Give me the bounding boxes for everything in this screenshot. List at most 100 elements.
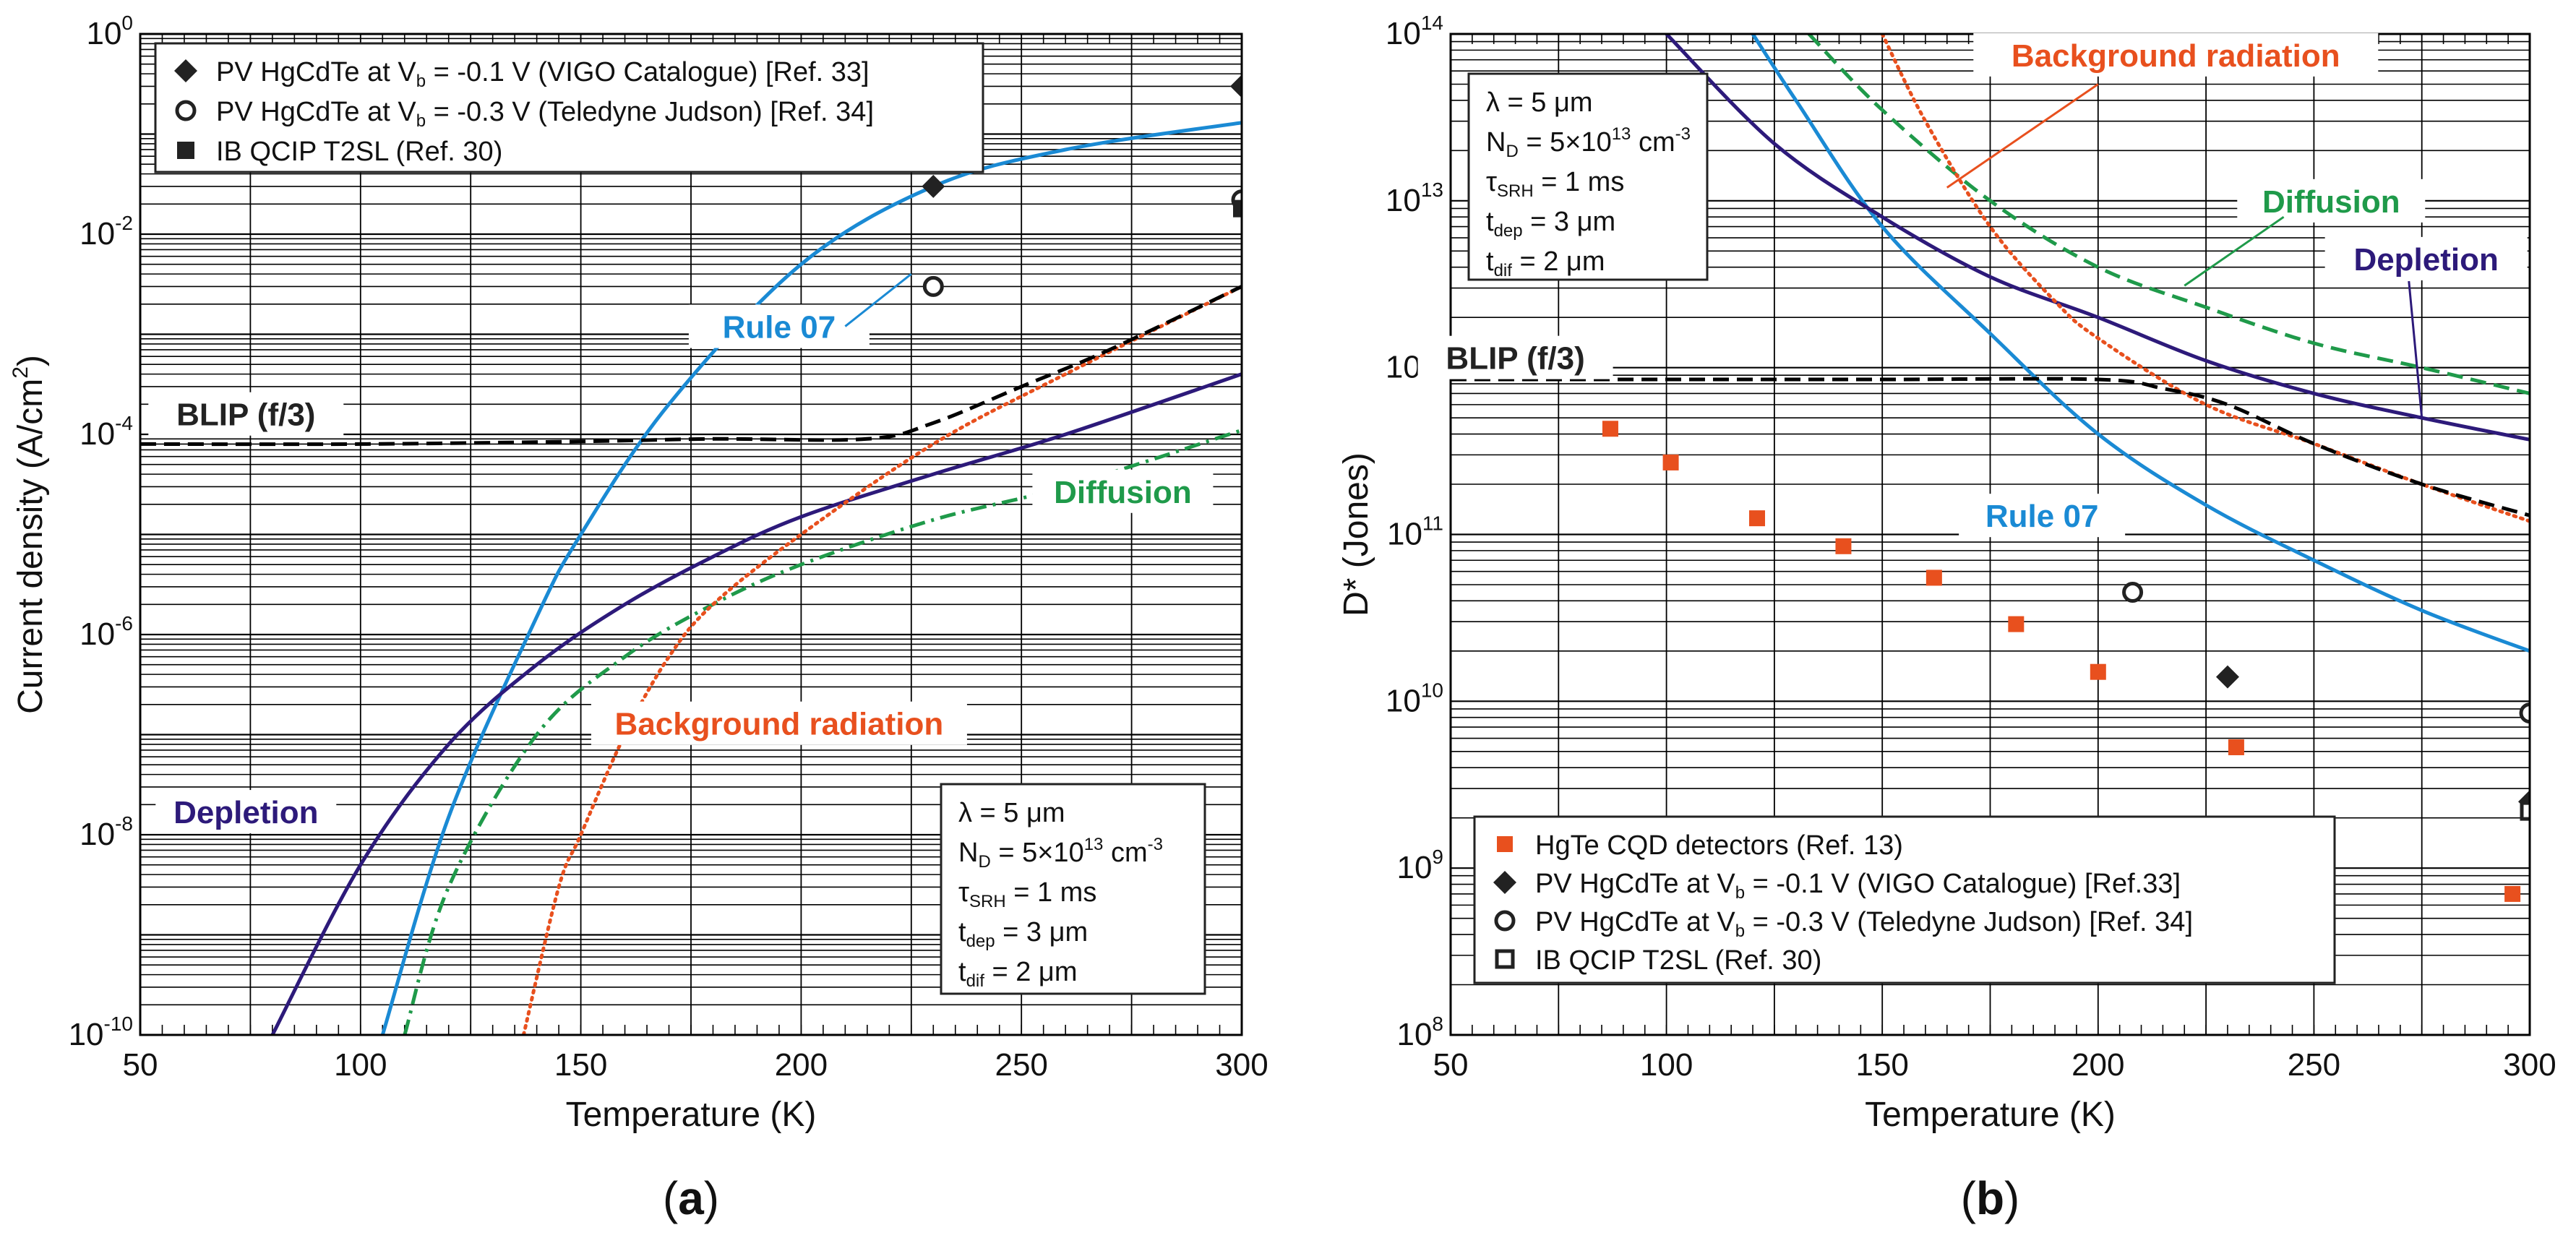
parameters-box: λ = 5 μm ND = 5×1013 cm-3 τSRH = 1 ms tdep … xyxy=(940,783,1206,995)
x-tick-label: 250 xyxy=(995,1047,1047,1083)
legend-marker-square-open xyxy=(1495,949,1515,969)
data-point-diamond xyxy=(1230,74,1242,98)
series-line-blip-f-3 xyxy=(140,285,1242,447)
series-line-blip-f-3 xyxy=(1451,377,2530,517)
parameter-line: ND = 5×1013 cm-3 xyxy=(958,835,1163,872)
legend-marker-circle xyxy=(175,100,197,121)
series-line-rule-07 xyxy=(1751,34,2530,653)
data-point-circle xyxy=(2122,582,2144,603)
points-group xyxy=(922,74,1242,297)
series-line-rule-07 xyxy=(380,121,1242,1035)
curve-label-bg xyxy=(591,701,967,745)
y-tick-label: 109 xyxy=(1396,846,1443,885)
curve-label-bg xyxy=(2324,236,2528,280)
x-tick-label: 100 xyxy=(1640,1047,1693,1083)
parameter-line: tdif = 2 μm xyxy=(958,957,1077,991)
y-tick-label: 1014 xyxy=(1386,12,1443,51)
parameter-line: tdif = 2 μm xyxy=(1486,246,1605,280)
y-axis-label: Current density (A/cm2) xyxy=(9,355,50,714)
x-axis-label: Temperature (K) xyxy=(566,1096,817,1134)
parameter-line: τSRH = 1 ms xyxy=(1486,167,1624,201)
curve-label: BLIP (f/3) xyxy=(1446,341,1584,377)
series-line-diffusion xyxy=(1807,34,2530,395)
x-tick-label: 50 xyxy=(123,1047,158,1083)
data-point-square-orange xyxy=(1662,454,1679,470)
legend-label: PV HgCdTe at Vb = -0.1 V (VIGO Catalogue… xyxy=(1535,869,2181,903)
legend-label: IB QCIP T2SL (Ref. 30) xyxy=(216,137,502,167)
legend-box xyxy=(1473,815,2336,984)
x-tick-label: 300 xyxy=(1215,1047,1268,1083)
legend-marker-circle xyxy=(1494,910,1516,932)
parameters-frame xyxy=(1467,72,1709,281)
legend-marker-diamond xyxy=(1493,871,1516,894)
y-tick-label: 1013 xyxy=(1386,179,1443,218)
data-point-square-orange xyxy=(2228,739,2244,755)
data-point-square-open xyxy=(2520,801,2530,821)
curve-label: Rule 07 xyxy=(723,310,836,345)
points-group xyxy=(1602,421,2530,902)
y-tick-label: 10-4 xyxy=(80,412,133,452)
curve-label-bg xyxy=(1032,469,1214,513)
legend-marker-square-orange xyxy=(1497,836,1513,852)
curve-label: Background radiation xyxy=(615,707,944,742)
legend-marker-square-filled xyxy=(177,142,194,159)
curve-label: Diffusion xyxy=(1054,475,1192,510)
x-axis-label: Temperature (K) xyxy=(1865,1096,2116,1134)
plot-frame xyxy=(139,33,1243,1036)
y-tick-label: 1011 xyxy=(1387,512,1443,552)
y-tick-label: 10-10 xyxy=(69,1013,133,1052)
x-tick-label: 250 xyxy=(2288,1047,2340,1083)
chart-panel-b: 5010015020025030010810910101011101210131… xyxy=(1337,12,2556,1224)
panel-label: (b) xyxy=(1961,1172,2020,1224)
data-point-square-orange xyxy=(2504,885,2521,902)
x-tick-label: 300 xyxy=(2503,1047,2556,1083)
curve-label: Background radiation xyxy=(2012,38,2340,74)
data-point-diamond xyxy=(922,174,945,198)
data-point-square-orange xyxy=(1602,421,1618,437)
y-axis-label: D* (Jones) xyxy=(1337,452,1375,616)
series-line-depletion xyxy=(1665,34,2530,442)
legend-marker-diamond xyxy=(174,59,197,82)
panel-label: (a) xyxy=(663,1172,719,1224)
data-point-square-orange xyxy=(1835,538,1852,554)
x-tick-label: 150 xyxy=(1855,1047,1908,1083)
curve-label: Diffusion xyxy=(2262,184,2400,220)
curve-label-bg xyxy=(1959,494,2126,538)
parameters-frame xyxy=(940,783,1206,995)
legend-label: IB QCIP T2SL (Ref. 30) xyxy=(1535,945,1821,976)
x-tick-label: 200 xyxy=(775,1047,828,1083)
legend-label: PV HgCdTe at Vb = -0.1 V (VIGO Catalogue… xyxy=(216,57,870,91)
data-point-circle xyxy=(922,275,944,297)
series-group xyxy=(140,121,1242,1035)
x-tick-label: 100 xyxy=(334,1047,387,1083)
series-group xyxy=(1451,34,2530,653)
data-point-square-orange xyxy=(1749,510,1766,527)
curve-label-bg xyxy=(688,304,870,348)
parameter-line: ND = 5×1013 cm-3 xyxy=(1486,124,1691,161)
leader-lines xyxy=(1946,83,2423,418)
y-tick-label: 10-2 xyxy=(80,212,133,252)
curve-label: Rule 07 xyxy=(1985,499,2099,534)
curve-label: Depletion xyxy=(173,795,318,830)
curve-label: BLIP (f/3) xyxy=(176,397,315,433)
legend: HgTe CQD detectors (Ref. 13) PV HgCdTe at… xyxy=(1473,815,2336,984)
data-point-square-orange xyxy=(2090,663,2106,680)
x-tick-label: 150 xyxy=(554,1047,607,1083)
parameter-line: λ = 5 μm xyxy=(1486,87,1593,118)
leader-lines xyxy=(844,272,912,327)
legend-label: PV HgCdTe at Vb = -0.3 V (Teledyne Judso… xyxy=(216,97,874,131)
data-point-circle xyxy=(2519,702,2530,724)
legend-label: PV HgCdTe at Vb = -0.3 V (Teledyne Judso… xyxy=(1535,907,2193,941)
curve-label-bg xyxy=(155,790,337,834)
curve-label-bg xyxy=(2237,179,2426,223)
legend-label: HgTe CQD detectors (Ref. 13) xyxy=(1535,830,1903,861)
series-line-background-radiation xyxy=(521,284,1242,1035)
data-point-diamond xyxy=(2215,665,2239,689)
parameters-box: λ = 5 μm ND = 5×1013 cm-3 τSRH = 1 ms tdep … xyxy=(1467,72,1709,281)
y-tick-label: 10-8 xyxy=(80,812,133,852)
x-tick-label: 50 xyxy=(1433,1047,1469,1083)
y-tick-label: 1010 xyxy=(1386,679,1443,718)
legend-box xyxy=(154,42,984,173)
y-tick-label: 10-6 xyxy=(80,612,133,652)
